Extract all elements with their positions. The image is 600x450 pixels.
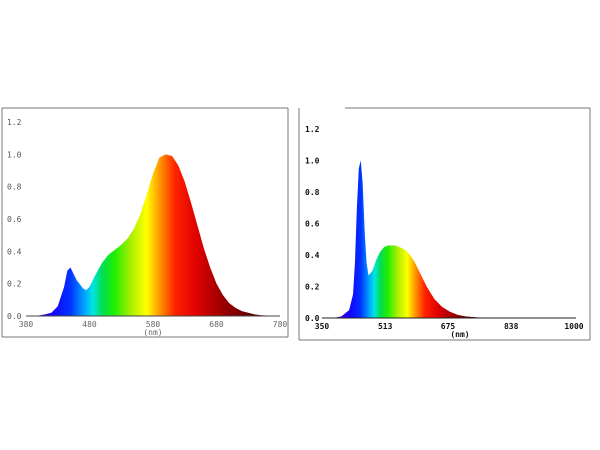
y-tick-label: 1.0: [305, 157, 320, 166]
right-x-axis-label: (nm): [450, 330, 469, 339]
y-tick-label: 0.0: [305, 314, 320, 323]
left-spectrum-area: [26, 154, 280, 316]
y-tick-label: 0.4: [7, 247, 22, 256]
x-tick-label: 580: [146, 320, 161, 329]
x-tick-label: 1000: [564, 322, 583, 331]
right-spectrum-area: [322, 160, 574, 318]
x-tick-label: 513: [378, 322, 393, 331]
y-tick-label: 0.4: [305, 251, 320, 260]
y-tick-label: 0.6: [305, 220, 320, 229]
right-spectrum-chart: 0.0 0.2 0.4 0.6 0.8 1.0 1.2 350 513 675 …: [298, 107, 591, 341]
x-tick-label: 780: [273, 320, 288, 329]
x-tick-label: 380: [19, 320, 34, 329]
y-tick-label: 0.0: [7, 312, 22, 321]
left-x-axis-label: (nm): [143, 328, 162, 337]
x-tick-label: 350: [315, 322, 330, 331]
left-x-tick-labels: 380 480 580 680 780: [19, 320, 288, 329]
right-x-tick-labels: 350 513 675 838 1000: [315, 322, 584, 331]
x-tick-label: 675: [441, 322, 456, 331]
x-tick-label: 680: [209, 320, 224, 329]
left-y-tick-labels: 0.0 0.2 0.4 0.6 0.8 1.0 1.2: [7, 118, 22, 321]
y-tick-label: 1.0: [7, 150, 22, 159]
y-tick-label: 1.2: [305, 125, 320, 134]
y-tick-label: 0.6: [7, 215, 22, 224]
x-tick-label: 838: [504, 322, 519, 331]
y-tick-label: 0.2: [7, 280, 22, 289]
y-tick-label: 0.2: [305, 283, 320, 292]
y-tick-label: 0.8: [7, 183, 22, 192]
x-tick-label: 480: [82, 320, 97, 329]
right-y-tick-labels: 0.0 0.2 0.4 0.6 0.8 1.0 1.2: [305, 125, 320, 323]
left-spectrum-chart: 0.0 0.2 0.4 0.6 0.8 1.0 1.2 380 480 580 …: [1, 107, 289, 338]
y-tick-label: 1.2: [7, 118, 22, 127]
y-tick-label: 0.8: [305, 188, 320, 197]
